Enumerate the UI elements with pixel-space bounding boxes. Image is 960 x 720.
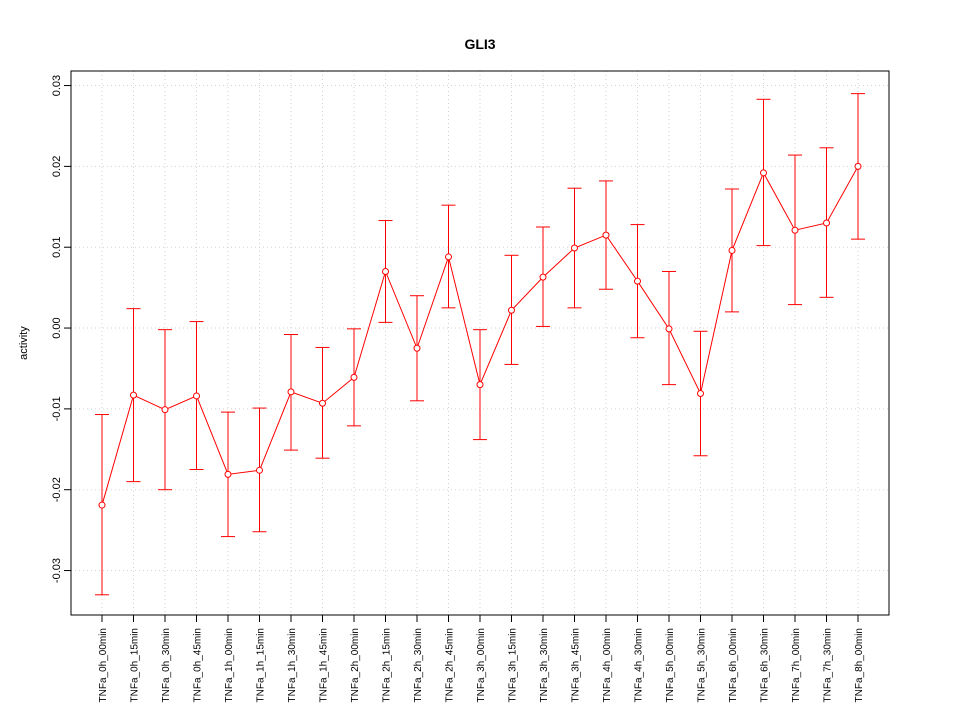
data-point <box>98 501 106 509</box>
data-point <box>634 277 641 285</box>
y-tick-label: 0.02 <box>51 156 63 177</box>
data-point <box>193 392 200 400</box>
x-tick-label: TNFa_2h_30min <box>413 628 424 702</box>
x-tick-label: TNFa_1h_30min <box>287 628 298 702</box>
x-tick-label: TNFa_2h_00min <box>350 628 361 702</box>
data-point <box>665 325 673 333</box>
data-point <box>350 373 358 381</box>
y-tick-label: -0.01 <box>51 396 63 421</box>
x-tick-label: TNFa_6h_30min <box>760 628 771 702</box>
data-point <box>319 399 326 407</box>
x-tick-label: TNFa_2h_45min <box>445 628 456 702</box>
data-point <box>697 390 704 398</box>
x-tick-label: TNFa_8h_00min <box>854 628 865 702</box>
data-point <box>413 344 421 352</box>
y-tick-label: -0.03 <box>51 558 63 583</box>
x-tick-label: TNFa_3h_30min <box>539 628 550 702</box>
data-point <box>224 470 232 478</box>
data-point <box>823 219 830 227</box>
data-point <box>854 162 862 170</box>
x-tick-label: TNFa_4h_30min <box>634 628 645 702</box>
x-tick-label: TNFa_0h_00min <box>98 628 109 702</box>
x-tick-label: TNFa_4h_00min <box>602 628 613 702</box>
data-point <box>571 244 578 252</box>
x-tick-label: TNFa_3h_00min <box>476 628 487 702</box>
x-tick-label: TNFa_6h_00min <box>728 628 739 702</box>
data-point <box>728 246 736 254</box>
axes: -0.03 -0.02 -0.01 0.00 0.01 0.02 0.03 TNFa_0h_0… <box>51 75 865 703</box>
x-tick-label: TNFa_7h_00min <box>791 628 802 702</box>
x-tick-label: TNFa_1h_00min <box>224 628 235 702</box>
data-point <box>602 231 610 239</box>
data-point <box>161 406 169 414</box>
y-tick-label: 0.03 <box>51 75 63 96</box>
x-tick-label: TNFa_0h_30min <box>161 628 172 702</box>
series <box>95 93 865 596</box>
y-tick-label: 0.01 <box>51 237 63 258</box>
x-tick-label: TNFa_1h_45min <box>319 628 330 702</box>
data-point <box>445 253 452 261</box>
plot-border <box>70 70 890 616</box>
data-point <box>760 169 767 177</box>
x-tick-label: TNFa_7h_30min <box>823 628 834 702</box>
x-tick-label: TNFa_1h_15min <box>256 628 267 702</box>
data-point <box>476 381 484 389</box>
data-point <box>539 273 547 281</box>
x-tick-label: TNFa_3h_45min <box>571 628 582 702</box>
chart-title: GLI3 <box>464 36 495 52</box>
data-point <box>382 267 389 275</box>
x-tick-label: TNFa_0h_45min <box>193 628 204 702</box>
y-tick-label: 0.00 <box>51 317 63 338</box>
x-tick-label: TNFa_5h_30min <box>697 628 708 702</box>
y-tick-label: -0.02 <box>51 477 63 502</box>
x-tick-label: TNFa_5h_00min <box>665 628 676 702</box>
y-axis-label: activity <box>18 326 30 360</box>
data-point <box>791 226 799 234</box>
x-tick-label: TNFa_3h_15min <box>508 628 519 702</box>
x-tick-label: TNFa_2h_15min <box>382 628 393 702</box>
data-point <box>508 306 515 314</box>
x-tick-label: TNFa_0h_15min <box>130 628 141 702</box>
data-point <box>130 391 137 399</box>
data-point <box>256 466 263 474</box>
data-point <box>287 388 295 396</box>
